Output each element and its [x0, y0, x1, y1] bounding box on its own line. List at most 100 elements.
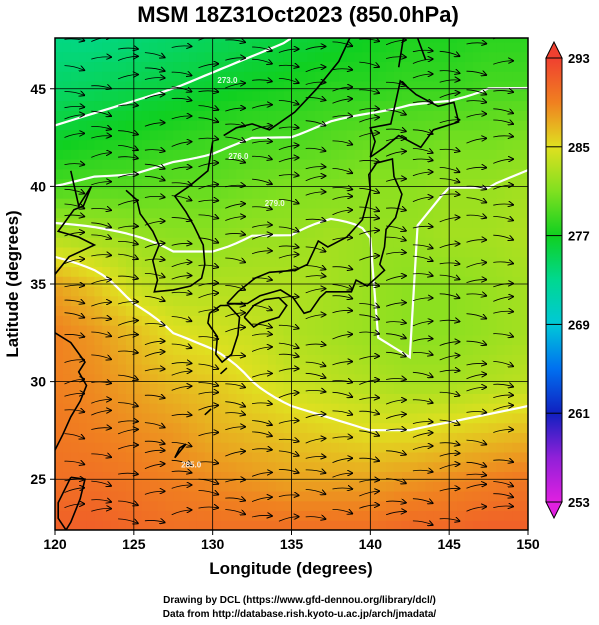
- streamline: [91, 454, 111, 457]
- heat-cell: [259, 471, 269, 482]
- heat-cell: [378, 432, 387, 443]
- heat-cell: [291, 481, 300, 492]
- heat-cell: [62, 80, 72, 92]
- heat-cell: [212, 159, 222, 170]
- heat-cell: [441, 139, 450, 150]
- heat-cell: [94, 481, 103, 492]
- streamline: [332, 437, 353, 438]
- heat-cell: [504, 373, 513, 385]
- x-tick-label: 140: [359, 536, 383, 552]
- streamline: [91, 279, 111, 285]
- credit-drawing: Drawing by DCL (https://www.gfd-dennou.o…: [163, 595, 436, 606]
- heat-cell: [204, 354, 214, 365]
- streamline: [359, 380, 379, 385]
- heat-cell: [189, 471, 198, 482]
- heat-cell: [378, 217, 387, 228]
- heat-cell: [236, 432, 245, 443]
- heat-cell: [323, 383, 332, 394]
- heat-cell: [504, 80, 513, 92]
- heat-cell: [457, 500, 466, 512]
- heat-cell: [323, 168, 332, 180]
- heat-cell: [275, 295, 285, 307]
- heat-cell: [401, 285, 411, 297]
- streamline: [466, 294, 487, 296]
- heat-cell: [252, 442, 261, 453]
- heat-cell: [189, 217, 198, 228]
- heat-cell: [488, 80, 498, 92]
- heat-cell: [267, 325, 277, 336]
- heat-cell: [401, 442, 411, 453]
- heat-cell: [283, 61, 293, 72]
- heat-cell: [330, 354, 340, 365]
- heat-cell: [110, 38, 119, 43]
- streamline: [412, 172, 433, 177]
- heat-cell: [62, 305, 72, 316]
- heat-cell: [386, 266, 395, 277]
- heat-cell: [110, 412, 119, 424]
- heat-cell: [504, 451, 513, 463]
- heat-cell: [330, 51, 340, 63]
- heat-cell: [173, 354, 182, 365]
- heat-cell: [181, 520, 190, 530]
- heat-cell: [520, 490, 528, 502]
- heat-cell: [220, 285, 230, 297]
- heat-cell: [149, 129, 159, 141]
- heat-cell: [520, 256, 528, 268]
- heat-cell: [244, 471, 253, 482]
- heat-cell: [204, 41, 214, 53]
- heat-cell: [386, 120, 395, 131]
- heat-cell: [370, 432, 379, 443]
- heat-cell: [70, 334, 80, 346]
- heat-cell: [346, 461, 356, 473]
- heat-cell: [496, 471, 505, 482]
- streamline: [359, 90, 379, 93]
- heat-cell: [496, 110, 505, 121]
- heat-cell: [204, 471, 214, 482]
- heat-cell: [275, 442, 285, 453]
- streamline: [466, 374, 487, 380]
- heat-cell: [315, 159, 324, 170]
- heat-cell: [283, 80, 293, 92]
- heat-cell: [520, 510, 528, 521]
- heat-cell: [299, 412, 308, 424]
- heat-cell: [236, 246, 245, 258]
- heat-cell: [401, 383, 411, 394]
- streamline: [64, 312, 85, 318]
- heat-cell: [291, 461, 300, 473]
- heat-cell: [55, 315, 64, 326]
- heat-cell: [236, 315, 245, 326]
- heat-cell: [338, 38, 348, 43]
- heat-cell: [409, 207, 419, 219]
- heat-cell: [165, 256, 174, 268]
- heat-cell: [378, 354, 387, 365]
- heat-cell: [504, 38, 513, 43]
- streamline: [225, 498, 245, 501]
- heat-cell: [307, 139, 316, 150]
- heat-cell: [425, 100, 434, 111]
- heat-cell: [228, 159, 237, 170]
- heat-cell: [346, 383, 356, 394]
- streamline: [198, 91, 219, 92]
- heat-cell: [102, 41, 111, 53]
- heat-cell: [55, 510, 64, 521]
- streamline: [466, 313, 487, 319]
- heat-cell: [457, 412, 466, 424]
- heat-cell: [94, 510, 103, 521]
- heat-cell: [362, 276, 371, 287]
- streamline: [412, 446, 433, 450]
- heat-cell: [307, 432, 316, 443]
- heat-cell: [315, 178, 324, 189]
- heat-cell: [346, 246, 356, 258]
- heat-cell: [125, 139, 135, 150]
- heat-cell: [70, 285, 80, 297]
- heat-cell: [94, 325, 103, 336]
- heat-cell: [118, 305, 127, 316]
- heat-cell: [181, 120, 190, 131]
- heat-cell: [196, 149, 206, 160]
- streamline: [117, 335, 138, 339]
- heat-cell: [330, 256, 340, 268]
- heat-cell: [504, 168, 513, 180]
- heat-cell: [449, 38, 458, 43]
- heat-cell: [480, 178, 490, 189]
- heat-cell: [275, 315, 285, 326]
